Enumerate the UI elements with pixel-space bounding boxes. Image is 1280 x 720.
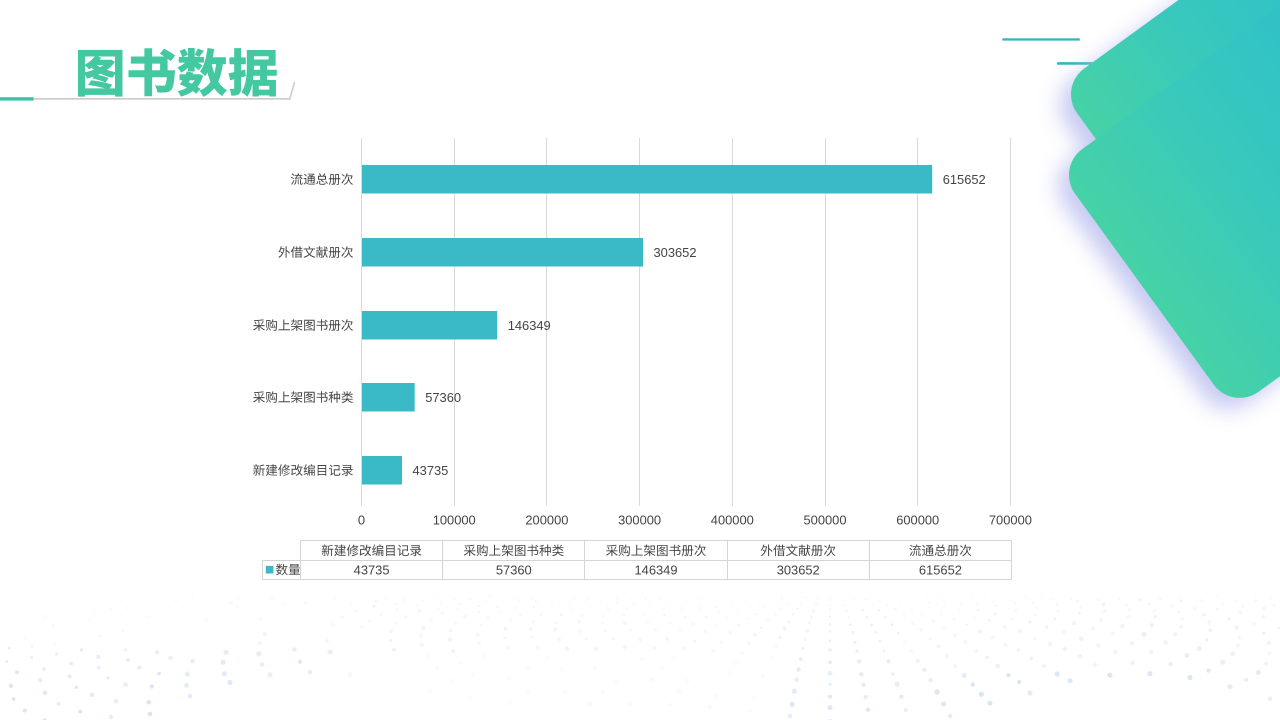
svg-text:146349: 146349 [634, 562, 677, 577]
svg-text:615652: 615652 [919, 562, 962, 577]
svg-text:303652: 303652 [777, 562, 820, 577]
svg-text:146349: 146349 [508, 318, 551, 333]
svg-text:300000: 300000 [618, 513, 661, 528]
svg-text:43735: 43735 [413, 463, 449, 478]
svg-text:57360: 57360 [425, 390, 461, 405]
svg-text:600000: 600000 [896, 513, 939, 528]
svg-text:615652: 615652 [943, 172, 986, 187]
svg-text:43735: 43735 [354, 562, 390, 577]
svg-text:400000: 400000 [711, 513, 754, 528]
svg-text:500000: 500000 [803, 513, 846, 528]
svg-text:57360: 57360 [496, 562, 532, 577]
svg-text:200000: 200000 [525, 513, 568, 528]
svg-text:0: 0 [358, 513, 365, 528]
svg-text:303652: 303652 [654, 245, 697, 260]
svg-text:100000: 100000 [433, 513, 476, 528]
svg-text:700000: 700000 [989, 513, 1032, 528]
